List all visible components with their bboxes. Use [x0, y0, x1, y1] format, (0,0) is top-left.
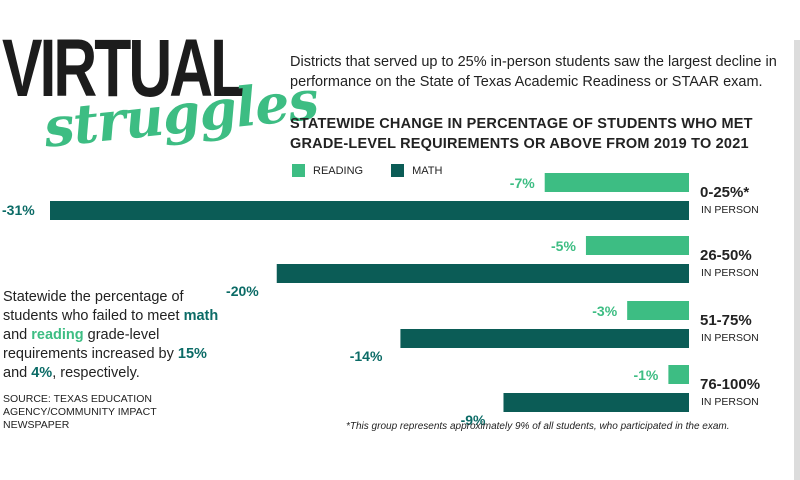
- legend-item-math: MATH: [391, 164, 442, 177]
- data-label-math-2: -20%: [226, 283, 259, 299]
- category-sublabel-4: IN PERSON: [701, 396, 759, 408]
- page-edge-divider: [794, 40, 800, 480]
- bar-reading-2: [585, 236, 689, 255]
- headline-virtual: VIRTUAL: [2, 23, 247, 114]
- data-label-math-3: -14%: [350, 348, 383, 364]
- data-label-reading-4: -1%: [633, 367, 658, 383]
- data-label-math-1: -31%: [2, 202, 35, 218]
- category-sublabel-1: IN PERSON: [701, 204, 759, 216]
- statement-reading-pct: 4%: [31, 365, 53, 381]
- legend-swatch-math: [391, 164, 405, 177]
- category-sublabel-2: IN PERSON: [701, 267, 759, 279]
- category-label-4: 76-100%: [700, 376, 760, 393]
- legend-label-math: MATH: [412, 164, 443, 177]
- bar-math-2: [276, 264, 689, 283]
- statement-math-word: math: [183, 308, 219, 324]
- statement-math-pct: 15%: [177, 346, 207, 362]
- legend-label-reading: READING: [313, 164, 364, 177]
- statement-reading-word: reading: [31, 327, 84, 343]
- bar-reading-4: [668, 365, 689, 384]
- chart-title: STATEWIDE CHANGE IN PERCENTAGE OF STUDEN…: [290, 116, 753, 152]
- statement-text: , respectively.: [52, 365, 140, 381]
- bar-math-3: [400, 329, 689, 348]
- data-label-reading-2: -5%: [551, 238, 576, 254]
- chart-legend: READING MATH: [292, 164, 470, 177]
- data-label-reading-3: -3%: [592, 303, 617, 319]
- statement-text: and: [3, 365, 32, 381]
- bar-math-1: [50, 201, 689, 220]
- footnote: *This group represents approximately 9% …: [346, 421, 730, 432]
- category-label-1: 0-25%*: [700, 184, 749, 201]
- category-label-3: 51-75%: [700, 312, 752, 329]
- source-credit: SOURCE: TEXAS EDUCATION AGENCY/COMMUNITY…: [3, 393, 157, 431]
- bar-reading-1: [544, 173, 689, 192]
- statewide-statement: Statewide the percentage of students who…: [3, 288, 233, 383]
- category-label-2: 26-50%: [700, 247, 752, 264]
- bar-math-4: [503, 393, 689, 412]
- legend-item-reading: READING: [292, 164, 363, 177]
- category-sublabel-3: IN PERSON: [701, 332, 759, 344]
- data-label-math-4: -9%: [461, 412, 486, 428]
- statement-text: Statewide the percentage of students who…: [3, 289, 184, 324]
- intro-text: Districts that served up to 25% in-perso…: [290, 54, 777, 90]
- bar-reading-3: [627, 301, 689, 320]
- statement-text: grade-level requirements increased by: [3, 327, 178, 362]
- legend-swatch-reading: [292, 164, 305, 177]
- data-label-reading-1: -7%: [510, 175, 535, 191]
- statement-text: and: [3, 327, 32, 343]
